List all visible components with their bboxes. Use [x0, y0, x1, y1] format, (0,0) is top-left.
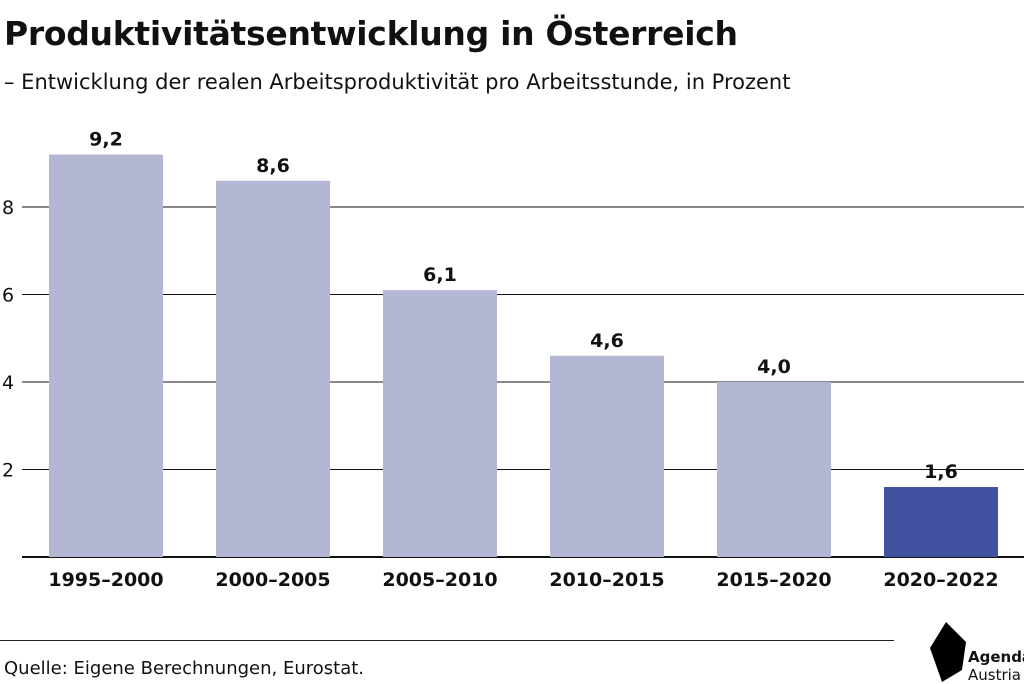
x-tick-label: 2005–2010 — [382, 569, 497, 591]
bar-value-label: 4,0 — [757, 356, 791, 378]
bar-1 — [216, 180, 330, 557]
logo-mark-icon — [930, 622, 966, 682]
x-tick-label: 2015–2020 — [716, 569, 831, 591]
bar-0 — [49, 154, 163, 557]
y-tick-label: 8 — [2, 197, 14, 219]
chart-title: Produktivitätsentwicklung in Österreich — [4, 14, 738, 53]
x-tick-label: 2000–2005 — [215, 569, 330, 591]
bar-value-label: 1,6 — [924, 461, 958, 483]
bar-3 — [550, 355, 664, 557]
y-tick-label: 6 — [2, 285, 14, 307]
logo-text-agenda: Agenda — [968, 648, 1024, 666]
bar-chart: 2 4 6 8 9,2 8,6 6,1 4,6 4,0 1,6 1995–2000 2000–20… — [2, 129, 1024, 591]
bar-5 — [884, 487, 998, 557]
value-labels: 9,2 8,6 6,1 4,6 4,0 1,6 — [89, 129, 958, 484]
bar-value-label: 9,2 — [89, 129, 123, 151]
agenda-austria-logo: Agenda Austria — [924, 620, 1024, 684]
x-tick-label: 1995–2000 — [48, 569, 163, 591]
gridlines — [22, 206, 1024, 558]
bar-value-label: 6,1 — [423, 264, 457, 286]
bar-4 — [717, 382, 831, 557]
source-divider — [0, 640, 894, 641]
y-axis-ticks: 2 4 6 8 — [2, 197, 14, 482]
chart-subtitle: – Entwicklung der realen Arbeitsprodukti… — [4, 70, 791, 94]
x-tick-label: 2010–2015 — [549, 569, 664, 591]
bar-value-label: 8,6 — [256, 155, 290, 177]
x-axis-ticks: 1995–2000 2000–2005 2005–2010 2010–2015 2015… — [48, 569, 998, 591]
bars — [49, 154, 998, 557]
bar-value-label: 4,6 — [590, 330, 624, 352]
source-note: Quelle: Eigene Berechnungen, Eurostat. — [4, 658, 365, 679]
y-tick-label: 4 — [2, 372, 14, 394]
bar-2 — [383, 290, 497, 557]
logo-text-austria: Austria — [968, 666, 1021, 684]
x-tick-label: 2020–2022 — [883, 569, 998, 591]
y-tick-label: 2 — [2, 460, 14, 482]
